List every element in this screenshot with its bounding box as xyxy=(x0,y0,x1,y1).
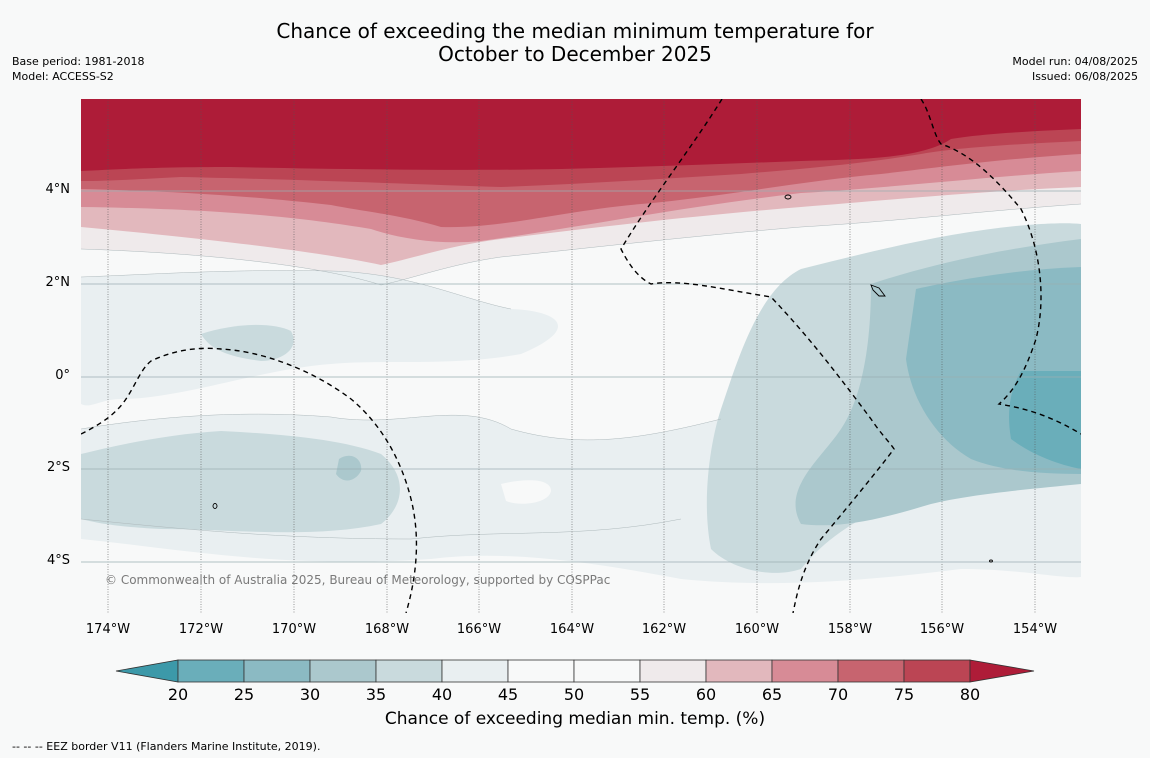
colorbar-tick: 25 xyxy=(233,685,255,704)
colorbar-tick: 80 xyxy=(959,685,981,704)
eez-footnote: -- -- -- EEZ border V11 (Flanders Marine… xyxy=(12,740,321,753)
colorbar-segment xyxy=(441,659,509,683)
band-20-25 xyxy=(1009,371,1081,469)
y-tick: 0° xyxy=(55,368,70,383)
title-line-2: October to December 2025 xyxy=(438,42,712,66)
colorbar-tick: 60 xyxy=(695,685,717,704)
colorbar-segment xyxy=(639,659,707,683)
colorbar-extend-high xyxy=(969,659,1035,683)
x-tick: 158°W xyxy=(827,622,873,637)
colorbar-tick: 45 xyxy=(497,685,519,704)
forecast-map: © Commonwealth of Australia 2025, Bureau… xyxy=(81,99,1081,613)
x-tick: 170°W xyxy=(271,622,317,637)
title-line-1: Chance of exceeding the median minimum t… xyxy=(276,19,874,43)
colorbar-tick: 50 xyxy=(563,685,585,704)
band-45-55-pocket xyxy=(501,480,551,504)
x-tick: 174°W xyxy=(85,622,131,637)
base-period-text: Base period: 1981-2018 xyxy=(12,55,145,68)
colorbar-tick: 30 xyxy=(299,685,321,704)
x-tick: 166°W xyxy=(456,622,502,637)
colorbar-tick: 55 xyxy=(629,685,651,704)
colorbar-segment xyxy=(573,659,641,683)
copyright-text: © Commonwealth of Australia 2025, Bureau… xyxy=(105,573,610,587)
colorbar-tick: 40 xyxy=(431,685,453,704)
colorbar-segment xyxy=(705,659,773,683)
colorbar-tick: 20 xyxy=(167,685,189,704)
colorbar-segment xyxy=(309,659,377,683)
band-40-45-west xyxy=(81,270,559,406)
band-35-40-blob xyxy=(201,324,294,361)
colorbar-label: Chance of exceeding median min. temp. (%… xyxy=(384,709,766,729)
colorbar-tick: 35 xyxy=(365,685,387,704)
band-above-80 xyxy=(81,99,1081,171)
x-tick: 168°W xyxy=(364,622,410,637)
colorbar-segment xyxy=(507,659,575,683)
eez-border xyxy=(81,99,1081,613)
colorbar-segment xyxy=(837,659,905,683)
y-tick: 2°N xyxy=(45,275,71,290)
colorbar xyxy=(115,659,1035,683)
y-tick: 2°S xyxy=(46,460,70,475)
x-tick: 154°W xyxy=(1012,622,1058,637)
colorbar-extend-low xyxy=(115,659,179,683)
y-tick: 4°S xyxy=(46,553,70,568)
graticule xyxy=(107,99,1036,613)
band-30-35-blob xyxy=(336,455,362,481)
x-tick: 162°W xyxy=(641,622,687,637)
band-35-40-west xyxy=(81,431,400,533)
colorbar-segment xyxy=(903,659,971,683)
issued-date-text: Issued: 06/08/2025 xyxy=(1031,70,1138,83)
x-tick: 164°W xyxy=(549,622,595,637)
model-name-text: Model: ACCESS-S2 xyxy=(12,70,114,83)
colorbar-tick: 70 xyxy=(827,685,849,704)
x-tick: 172°W xyxy=(178,622,224,637)
colorbar-segment xyxy=(243,659,311,683)
colorbar-tick: 65 xyxy=(761,685,783,704)
x-tick: 160°W xyxy=(734,622,780,637)
colorbar-segment xyxy=(771,659,839,683)
colorbar-tick: 75 xyxy=(893,685,915,704)
colorbar-segment xyxy=(177,659,245,683)
x-tick: 156°W xyxy=(919,622,965,637)
y-tick: 4°N xyxy=(45,182,71,197)
colorbar-segment xyxy=(375,659,443,683)
band-45-55-south xyxy=(81,539,1081,613)
model-run-text: Model run: 04/08/2025 xyxy=(1012,55,1138,68)
